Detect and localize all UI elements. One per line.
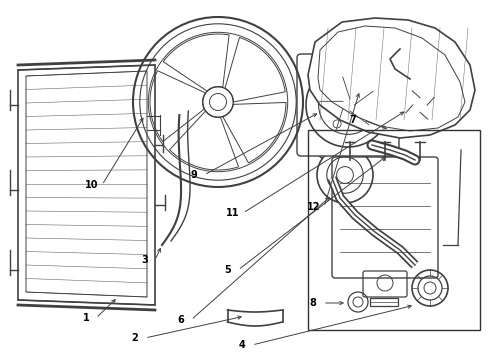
Text: 1: 1 [83,313,89,323]
Text: 5: 5 [224,265,231,275]
Bar [385,41,401,51]
Circle shape [412,270,448,306]
FancyBboxPatch shape [297,54,399,156]
Polygon shape [308,18,475,138]
Text: 3: 3 [142,255,148,265]
Text: 9: 9 [191,170,197,180]
Text: 4: 4 [239,340,245,350]
Bar [308,130,480,330]
Text: 8: 8 [310,298,317,308]
Circle shape [203,87,233,117]
Text: 7: 7 [350,115,356,125]
Text: 10: 10 [85,180,99,190]
Bar [370,298,398,306]
Circle shape [317,147,373,203]
Text: 2: 2 [132,333,138,343]
Circle shape [394,79,446,131]
Text: 12: 12 [307,202,321,212]
Text: 6: 6 [178,315,184,325]
Text: 11: 11 [226,208,240,218]
